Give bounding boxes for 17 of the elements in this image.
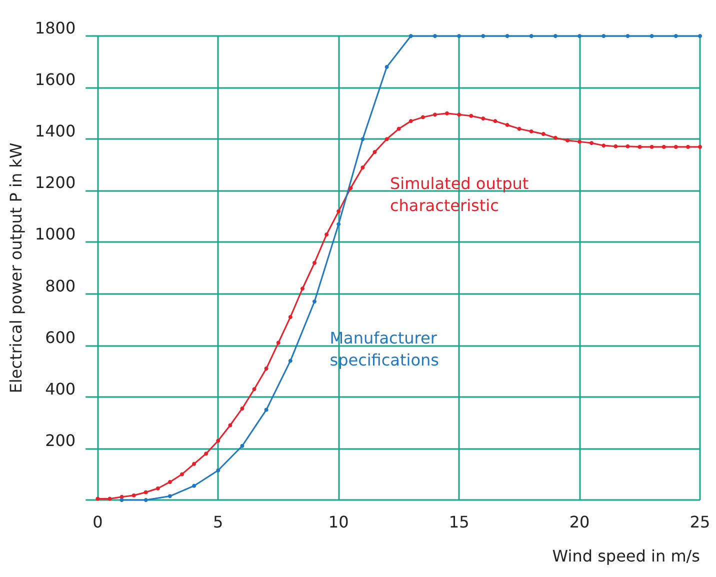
x-tick-label: 10 — [328, 512, 349, 532]
x-tick-label: 20 — [569, 512, 590, 532]
x-axis-title: Wind speed in m/s — [552, 546, 700, 566]
y-tick-label: 800 — [45, 276, 76, 296]
y-axis-title: Electrical power output P in kW — [6, 142, 26, 394]
y-tick-label: 1600 — [34, 70, 76, 90]
y-tick-label: 400 — [45, 379, 76, 398]
y-tick-label: 200 — [45, 430, 76, 450]
y-tick-label: 1200 — [34, 173, 76, 192]
x-tick-label: 5 — [213, 512, 224, 532]
y-tick-label: 1800 — [34, 18, 76, 38]
y-tick-label: 1000 — [34, 224, 76, 244]
y-tick-label: 1400 — [34, 122, 76, 141]
x-tick-label: 15 — [448, 512, 470, 532]
y-tick-label: 600 — [45, 328, 76, 347]
x-tick-label: 25 — [690, 512, 710, 532]
x-tick-label: 0 — [92, 512, 103, 532]
